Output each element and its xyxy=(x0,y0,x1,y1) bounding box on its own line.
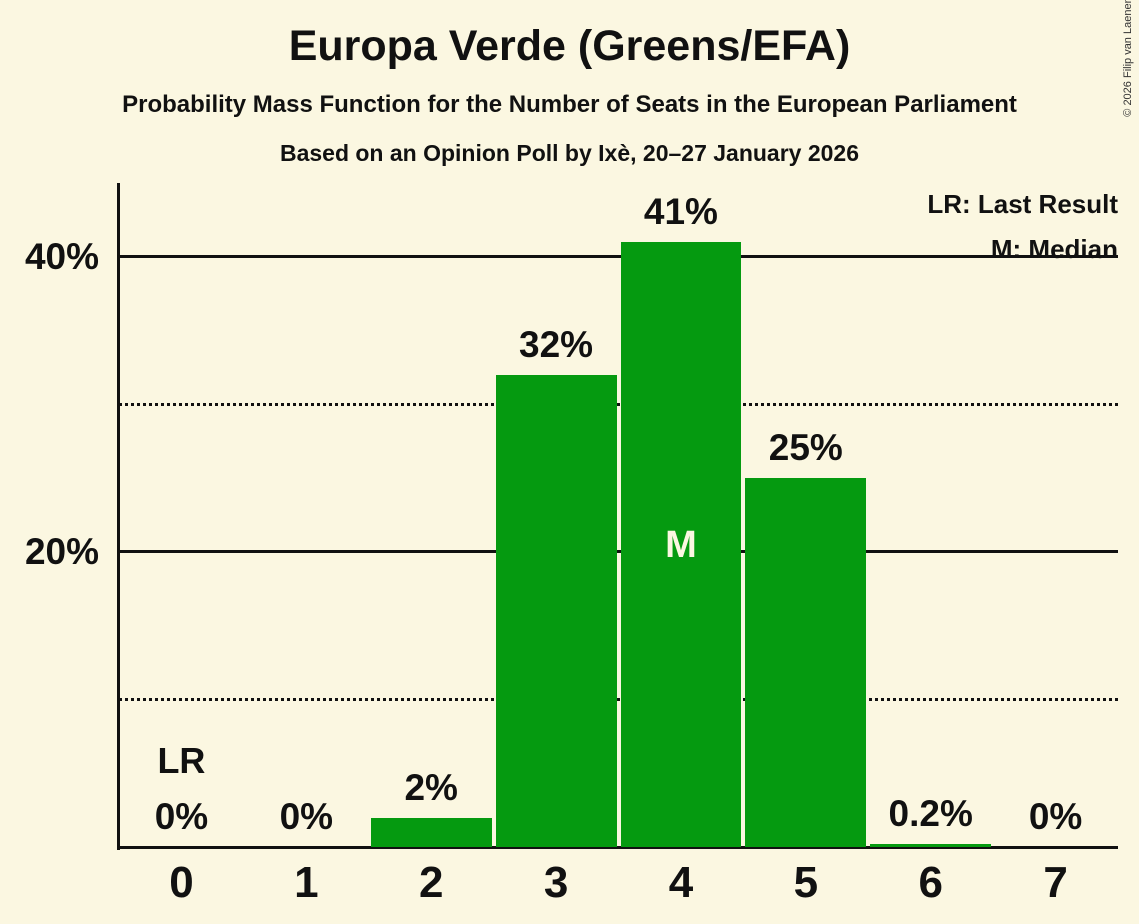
x-tick-label-5: 5 xyxy=(793,858,819,907)
bar-value-label-seat-6: 0.2% xyxy=(888,793,973,835)
bar-seat-3 xyxy=(495,374,617,847)
bar-value-label-seat-2: 2% xyxy=(404,766,458,808)
legend-item-last-result: LR: Last Result xyxy=(927,189,1118,219)
solid-gridline-20 xyxy=(119,550,1118,554)
dotted-gridline-30 xyxy=(119,402,1118,406)
x-tick-label-2: 2 xyxy=(418,858,444,907)
x-tick-label-7: 7 xyxy=(1043,858,1068,907)
bar-seat-6 xyxy=(870,844,992,847)
x-tick-label-4: 4 xyxy=(668,858,694,907)
legend: LR: Last Result M: Median xyxy=(927,182,1118,272)
bar-seat-5 xyxy=(745,478,867,847)
solid-gridline-40 xyxy=(119,255,1118,259)
chart-title: Europa Verde (Greens/EFA) xyxy=(288,22,851,70)
bar-seat-4 xyxy=(620,242,742,847)
bar-value-label-seat-5: 25% xyxy=(768,427,843,469)
bar-value-label-seat-3: 32% xyxy=(519,323,594,365)
y-tick-label-20: 20% xyxy=(24,530,99,572)
x-axis-line xyxy=(117,846,1118,849)
bar-seat-2 xyxy=(370,817,492,847)
copyright-notice: © 2026 Filip van Laenen xyxy=(1122,0,1134,117)
bar-value-label-seat-0: 0% xyxy=(154,796,209,837)
y-axis-line xyxy=(117,183,120,850)
bar-value-label-seat-7: 0% xyxy=(1028,796,1083,837)
y-tick-label-40: 40% xyxy=(24,235,99,277)
chart-subtitle: Probability Mass Function for the Number… xyxy=(122,91,1017,118)
x-tick-label-6: 6 xyxy=(918,858,943,907)
chart-source-line: Based on an Opinion Poll by Ixè, 20–27 J… xyxy=(279,140,860,166)
plot-area: 40% 20% 0% 0 0% 1 2% 2 32% 3 41% 4 25% 5 0.2% 6 0% 7 LR M xyxy=(25,183,1118,905)
bar-value-label-seat-1: 0% xyxy=(279,796,334,837)
x-tick-label-1: 1 xyxy=(294,858,319,907)
x-tick-label-0: 0 xyxy=(169,858,194,907)
legend-item-median: M: Median xyxy=(990,234,1118,264)
x-tick-label-3: 3 xyxy=(543,858,569,907)
dotted-gridline-10 xyxy=(119,697,1118,701)
last-result-label: LR xyxy=(157,740,206,781)
bar-value-label-seat-4: 41% xyxy=(643,191,718,233)
median-label: M xyxy=(665,523,697,566)
